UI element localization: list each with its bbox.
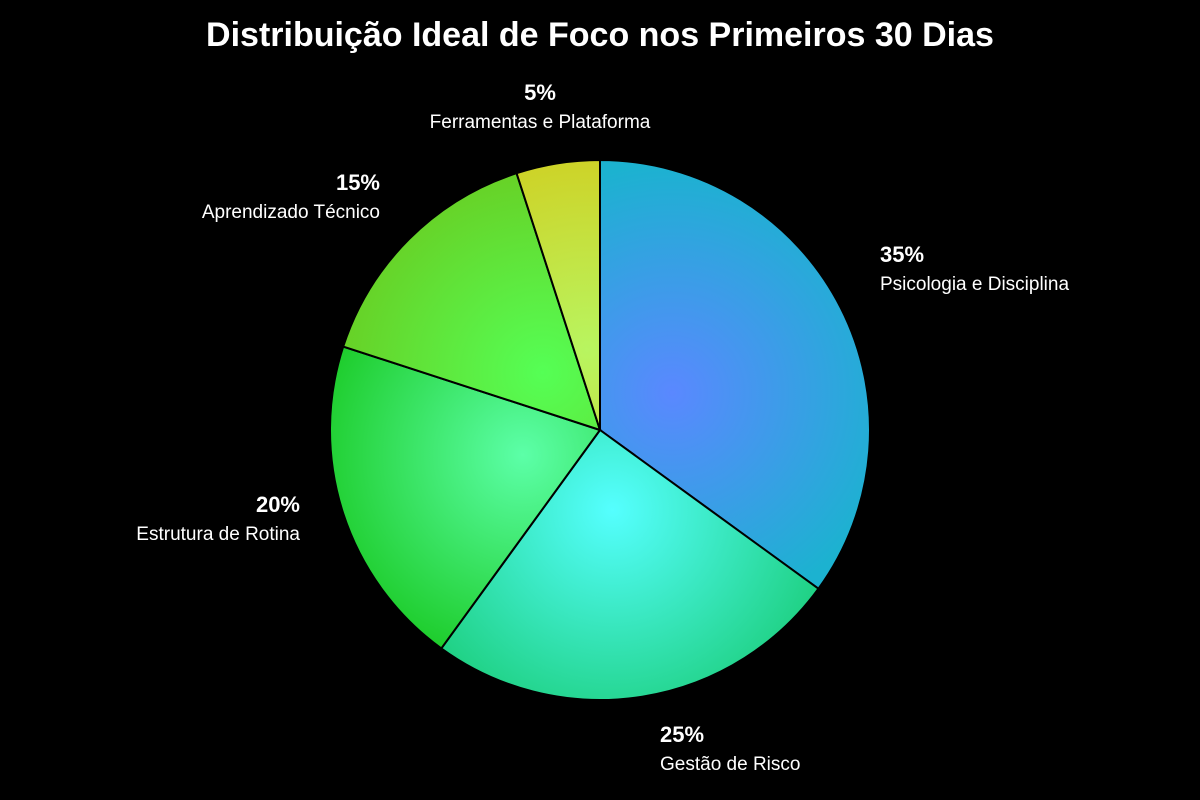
slice-value-label: 25% bbox=[660, 722, 704, 747]
slice-value-label: 35% bbox=[880, 242, 924, 267]
pie-slice-0[interactable] bbox=[599, 158, 871, 591]
slice-category-label: Aprendizado Técnico bbox=[202, 202, 380, 223]
slice-category-label: Gestão de Risco bbox=[660, 754, 800, 775]
slice-value-label: 5% bbox=[524, 80, 556, 105]
slice-category-label: Estrutura de Rotina bbox=[136, 524, 300, 545]
pie-slice-3[interactable] bbox=[341, 171, 602, 432]
pie-slice-2[interactable] bbox=[329, 345, 602, 650]
slice-value-label: 15% bbox=[336, 170, 380, 195]
pie-slice-4[interactable] bbox=[515, 158, 601, 431]
slice-value-label: 20% bbox=[256, 492, 300, 517]
chart-title: Distribuição Ideal de Foco nos Primeiros… bbox=[206, 16, 994, 54]
slice-category-label: Ferramentas e Plataforma bbox=[430, 112, 651, 133]
slice-category-label: Psicologia e Disciplina bbox=[880, 274, 1069, 295]
pie-slice-1[interactable] bbox=[439, 428, 820, 701]
